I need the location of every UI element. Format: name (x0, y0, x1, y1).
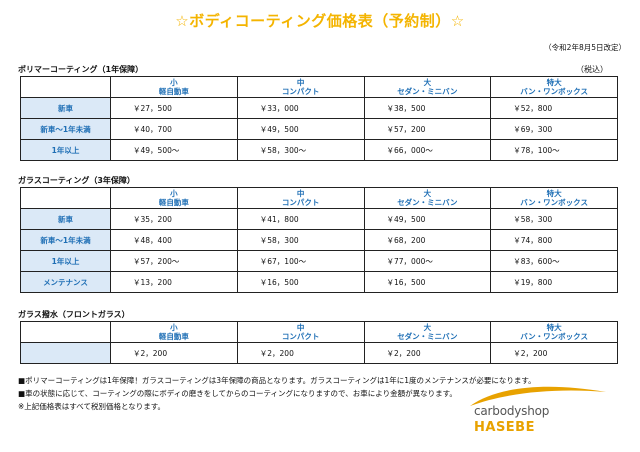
price-cell: ￥41，800 (236, 208, 365, 230)
price-cell: ￥48，400 (110, 229, 238, 251)
glass-price-table: 小軽自動車 中コンパクト 大セダン・ミニバン 特大 バン・ワンボックス 新車 ￥3… (20, 187, 618, 293)
header-large: 大セダン・ミニバン (363, 76, 492, 98)
row-label: 1年以上 (20, 139, 111, 161)
header-row: 小軽自動車 中コンパクト 大セダン・ミニバン 特大 バン・ワンボックス (20, 187, 618, 209)
table-row: 新車 ￥35，200 ￥41，800 ￥49，500 ￥58，300 (20, 208, 618, 230)
header-large: 大セダン・ミニバン (363, 321, 492, 343)
price-cell: ￥74，800 (490, 229, 618, 251)
header-medium: 中コンパクト (236, 187, 365, 209)
row-label: 新車 (20, 208, 111, 230)
table-row: 新車 ￥27，500 ￥33，000 ￥38，500 ￥52，800 (20, 97, 618, 119)
price-cell: ￥49，500 (236, 118, 365, 140)
glass-section-title: ガラスコーティング（3年保障） (18, 176, 135, 185)
header-row: 小軽自動車 中コンパクト 大セダン・ミニバン 特大 バン・ワンボックス (20, 76, 618, 98)
logo-name: HASEBE (474, 420, 535, 435)
price-cell: ￥58，300 (236, 229, 365, 251)
company-logo: carbodyshop HASEBE (468, 380, 608, 440)
row-label: メンテナンス (20, 271, 111, 293)
tax-note: （税込） (576, 65, 608, 74)
price-cell: ￥52，800 (490, 97, 618, 119)
note-line: ■ポリマーコーティングは1年保障！ガラスコーティングは3年保障の商品となります。… (18, 376, 536, 385)
price-cell: ￥58，300 (490, 208, 618, 230)
price-cell: ￥2，200 (236, 342, 365, 364)
price-cell: ￥57，200～ (110, 250, 238, 272)
polymer-price-table: 小軽自動車 中コンパクト 大セダン・ミニバン 特大 バン・ワンボックス 新車 ￥2… (20, 76, 618, 161)
table-row: 新車～1年未満 ￥40，700 ￥49，500 ￥57，200 ￥69，300 (20, 118, 618, 140)
header-xlarge: 特大 バン・ワンボックス (490, 321, 618, 343)
price-cell: ￥2，200 (110, 342, 238, 364)
header-small: 小軽自動車 (110, 187, 238, 209)
header-small: 小軽自動車 (110, 321, 238, 343)
note-line: ※上記価格表はすべて税別価格となります。 (18, 402, 165, 411)
polymer-section-title: ポリマーコーティング（1年保障） (18, 65, 144, 74)
price-cell: ￥33，000 (236, 97, 365, 119)
price-cell: ￥49，500 (363, 208, 492, 230)
price-cell: ￥58，300～ (236, 139, 365, 161)
footnotes: ■ポリマーコーティングは1年保障！ガラスコーティングは3年保障の商品となります。… (18, 374, 536, 413)
table-row: 1年以上 ￥57，200～ ￥67，100～ ￥77，000～ ￥83，600～ (20, 250, 618, 272)
header-row: 小軽自動車 中コンパクト 大セダン・ミニバン 特大 バン・ワンボックス (20, 321, 618, 343)
price-cell: ￥19，800 (490, 271, 618, 293)
header-corner (20, 321, 111, 343)
note-line: ■車の状態に応じて、コーティングの際にボディの磨きをしてからのコーティングになり… (18, 389, 457, 398)
header-medium: 中コンパクト (236, 76, 365, 98)
price-cell: ￥35，200 (110, 208, 238, 230)
price-cell: ￥69，300 (490, 118, 618, 140)
table-row: 新車～1年未満 ￥48，400 ￥58，300 ￥68，200 ￥74，800 (20, 229, 618, 251)
header-corner (20, 187, 111, 209)
table-row: メンテナンス ￥13，200 ￥16，500 ￥16，500 ￥19，800 (20, 271, 618, 293)
price-cell: ￥57，200 (363, 118, 492, 140)
price-cell: ￥66，000～ (363, 139, 492, 161)
price-cell: ￥83，600～ (490, 250, 618, 272)
row-label: 新車 (20, 97, 111, 119)
price-cell: ￥68，200 (363, 229, 492, 251)
price-cell: ￥49，500～ (110, 139, 238, 161)
price-cell: ￥78，100～ (490, 139, 618, 161)
price-cell: ￥38，500 (363, 97, 492, 119)
header-corner (20, 76, 111, 98)
row-label: 新車～1年未満 (20, 118, 111, 140)
water-section-title: ガラス撥水（フロントガラス） (18, 310, 130, 319)
logo-swoosh-icon (470, 386, 606, 406)
header-xlarge: 特大 バン・ワンボックス (490, 76, 618, 98)
price-cell: ￥27，500 (110, 97, 238, 119)
water-price-table: 小軽自動車 中コンパクト 大セダン・ミニバン 特大 バン・ワンボックス ￥2，20… (20, 321, 618, 364)
price-cell: ￥77，000～ (363, 250, 492, 272)
header-xlarge: 特大 バン・ワンボックス (490, 187, 618, 209)
header-large: 大セダン・ミニバン (363, 187, 492, 209)
price-cell: ￥2，200 (490, 342, 618, 364)
price-cell: ￥13，200 (110, 271, 238, 293)
row-label: 1年以上 (20, 250, 111, 272)
table-row: ￥2，200 ￥2，200 ￥2，200 ￥2，200 (20, 342, 618, 364)
logo-wordmark: carbodyshop (474, 404, 550, 418)
revision-date: （令和2年8月5日改定） (544, 43, 626, 52)
page-title: ☆ボディコーティング価格表（予約制）☆ (175, 12, 465, 30)
price-cell: ￥40，700 (110, 118, 238, 140)
row-label: 新車～1年未満 (20, 229, 111, 251)
price-cell: ￥2，200 (363, 342, 492, 364)
row-label (20, 342, 111, 364)
table-row: 1年以上 ￥49，500～ ￥58，300～ ￥66，000～ ￥78，100～ (20, 139, 618, 161)
header-medium: 中コンパクト (236, 321, 365, 343)
price-cell: ￥16，500 (236, 271, 365, 293)
price-cell: ￥16，500 (363, 271, 492, 293)
header-small: 小軽自動車 (110, 76, 238, 98)
price-cell: ￥67，100～ (236, 250, 365, 272)
